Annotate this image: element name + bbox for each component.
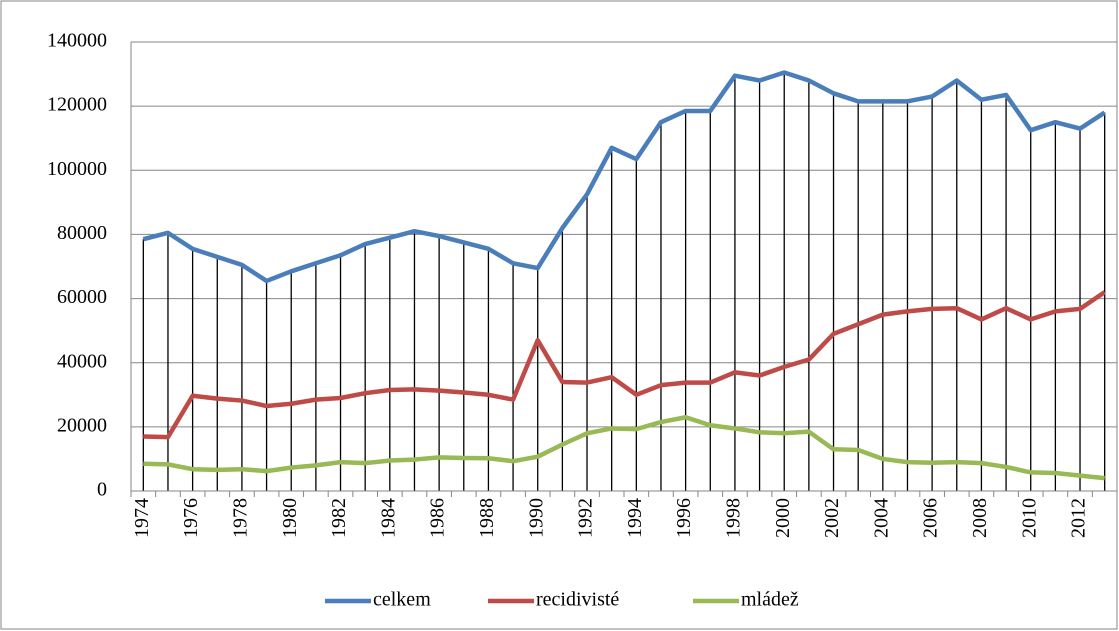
x-tick-label: 1978: [230, 498, 252, 538]
x-tick-label: 2012: [1068, 498, 1090, 538]
x-tick-label: 1994: [624, 498, 646, 538]
legend-label: recidivisté: [536, 589, 619, 611]
y-tick-label: 100000: [47, 158, 107, 180]
y-tick-label: 140000: [47, 30, 107, 52]
x-tick-label: 1980: [279, 498, 301, 538]
y-tick-label: 20000: [57, 414, 107, 436]
x-tick-label: 1986: [427, 498, 449, 538]
x-tick-label: 1976: [180, 498, 202, 538]
x-tick-label: 1988: [476, 498, 498, 538]
y-tick-label: 120000: [47, 94, 107, 116]
y-tick-label: 60000: [57, 286, 107, 308]
x-tick-label: 2004: [870, 498, 892, 538]
y-tick-label: 0: [97, 479, 107, 501]
series-line: [142, 70, 1106, 284]
series-line: [143, 414, 1105, 481]
x-tick-label: 1984: [377, 498, 399, 538]
y-tick-label: 40000: [57, 350, 107, 372]
x-tick-label: 2000: [772, 498, 794, 538]
x-tick-label: 1998: [723, 498, 745, 538]
x-tick-label: 1996: [673, 498, 695, 538]
x-tick-label: 1982: [328, 498, 350, 538]
y-tick-label: 80000: [57, 222, 107, 244]
series-line: [143, 290, 1106, 440]
x-tick-label: 1992: [575, 498, 597, 538]
legend-label: mládež: [741, 589, 799, 611]
x-tick-label: 2002: [821, 498, 843, 538]
x-tick-label: 2008: [969, 498, 991, 538]
x-tick-label: 1990: [525, 498, 547, 538]
x-tick-label: 2010: [1018, 498, 1040, 538]
x-tick-label: 2006: [920, 498, 942, 538]
legend-label: celkem: [373, 589, 431, 611]
x-tick-label: 1974: [131, 498, 153, 538]
